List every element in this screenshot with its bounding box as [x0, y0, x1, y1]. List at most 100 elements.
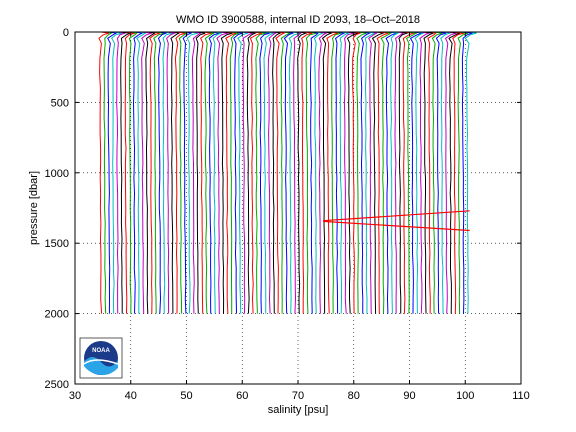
profile-series-line — [360, 31, 372, 314]
profile-series-line — [297, 31, 308, 314]
profile-series-line — [208, 31, 220, 314]
profile-series-line — [346, 31, 359, 314]
profile-series-line — [111, 31, 123, 314]
profile-series-line — [321, 31, 334, 314]
profile-series-line — [157, 31, 169, 314]
x-tick-label: 80 — [348, 390, 360, 402]
profile-series-line — [162, 31, 173, 314]
profile-series-line — [444, 31, 457, 314]
profile-series-line — [174, 31, 186, 314]
highlight-series-line — [323, 220, 470, 232]
profile-series-line — [326, 31, 339, 314]
profile-series-line — [335, 31, 346, 314]
profile-series-line — [390, 31, 400, 314]
profile-series-line — [204, 31, 216, 314]
x-tick-label: 110 — [512, 390, 530, 402]
profile-series-line — [246, 31, 257, 314]
profile-series-line — [267, 31, 278, 314]
profile-series-line — [249, 31, 263, 314]
y-tick-label: 1000 — [45, 168, 69, 180]
profile-series-line — [331, 31, 342, 314]
profile-series-line — [435, 31, 447, 314]
profile-series-line — [255, 31, 267, 314]
profile-series-line — [431, 31, 443, 314]
x-tick-label: 90 — [403, 390, 415, 402]
tick-layer: 30 40 50 60 70 80 90 100 110 0 500 1000 1500 2000 2500 — [45, 27, 530, 402]
x-axis-title: salinity [psu] — [268, 404, 329, 416]
logo-text: NOAA — [92, 348, 110, 354]
profile-series-line — [212, 31, 223, 314]
profile-series-line — [225, 31, 237, 314]
profile-series-line — [371, 31, 386, 314]
noaa-logo: NOAA — [79, 337, 123, 379]
profile-series-line — [352, 31, 363, 314]
profile-series-line — [178, 31, 189, 314]
profile-series-line — [124, 31, 136, 314]
profile-series-line — [461, 31, 473, 314]
profile-series-line — [440, 31, 452, 314]
x-tick-label: 70 — [292, 390, 304, 402]
y-tick-label: 2000 — [45, 309, 69, 321]
profile-series-line — [132, 31, 144, 314]
x-tick-label: 30 — [69, 390, 81, 402]
profile-series-line — [405, 31, 419, 314]
profile-series-line — [170, 31, 181, 314]
profile-series-line — [368, 31, 379, 314]
profile-series-line — [414, 31, 426, 314]
profile-series-line — [237, 31, 249, 314]
profile-series-line — [305, 31, 318, 314]
profile-series-line — [385, 31, 398, 314]
profile-series-line — [376, 31, 389, 314]
profile-series-line — [423, 31, 435, 314]
profile-series-line — [216, 31, 229, 314]
profile-series-line — [380, 31, 393, 314]
y-tick-label: 2500 — [45, 379, 69, 391]
x-tick-label: 60 — [236, 390, 248, 402]
profile-series-line — [427, 31, 437, 314]
profile-series-line — [356, 31, 367, 314]
profile-series-line — [141, 31, 152, 314]
chart-title: WMO ID 3900588, internal ID 2093, 18–Oct… — [176, 14, 420, 26]
profile-series-line — [120, 31, 132, 314]
profile-series-line — [364, 31, 378, 314]
profile-series-line — [464, 31, 477, 314]
profile-series-line — [220, 31, 233, 314]
profile-series-line — [229, 31, 240, 314]
profile-series-line — [283, 31, 295, 314]
y-tick-label: 1500 — [45, 238, 69, 250]
profile-series-line — [107, 31, 118, 314]
profile-series-line — [457, 31, 469, 314]
profile-series-line — [452, 31, 465, 314]
profile-series-line — [409, 31, 423, 314]
profile-series-line — [293, 31, 302, 314]
highlight-series-line — [323, 210, 470, 222]
profile-series-line — [339, 31, 351, 314]
profile-series-line — [145, 31, 157, 314]
profile-series-line — [313, 31, 326, 314]
profile-series-line — [103, 31, 113, 314]
profile-series-line — [448, 31, 461, 314]
profile-series-line — [182, 31, 193, 314]
y-tick-label: 500 — [51, 97, 69, 109]
profile-series-line — [166, 31, 177, 314]
profile-series-line — [128, 31, 138, 314]
profile-series-line — [309, 31, 319, 314]
profile-series-line — [394, 31, 405, 314]
profile-series-line — [263, 31, 276, 314]
y-tick-label: 0 — [63, 27, 69, 39]
profile-series-line — [398, 31, 409, 314]
profile-series-line — [280, 31, 293, 314]
profile-series-line — [136, 31, 147, 314]
profile-series-line — [272, 31, 282, 314]
profile-series-line — [233, 31, 245, 314]
profile-series-line — [149, 31, 160, 314]
x-tick-label: 50 — [180, 390, 192, 402]
x-tick-label: 100 — [456, 390, 474, 402]
y-axis-title: pressure [dbar] — [28, 171, 40, 245]
logo-wave — [84, 357, 118, 376]
profile-series-line — [259, 31, 270, 314]
profile-series-line — [402, 31, 415, 314]
highlight-layer — [323, 210, 470, 232]
profile-series-line — [200, 31, 212, 314]
